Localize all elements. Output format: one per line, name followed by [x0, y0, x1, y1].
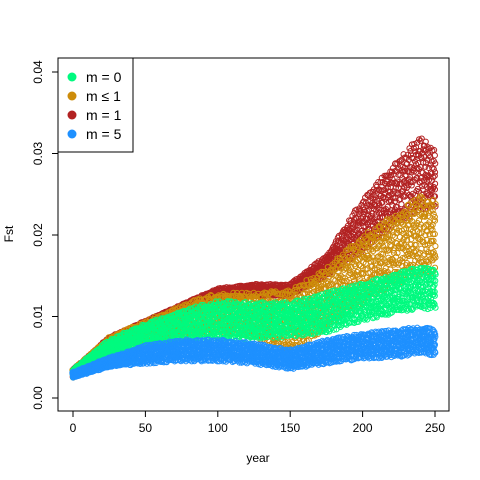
data-point: [408, 182, 415, 189]
data-point: [359, 199, 366, 206]
data-point: [397, 157, 404, 164]
data-point: [432, 243, 439, 250]
data-point: [390, 194, 397, 201]
series-layer: [69, 135, 439, 381]
data-point: [372, 211, 379, 218]
data-point: [430, 166, 437, 173]
data-point: [385, 198, 393, 205]
data-point: [371, 219, 379, 227]
data-point: [375, 179, 382, 186]
data-point: [398, 201, 405, 208]
data-point: [431, 180, 439, 187]
data-point: [391, 188, 398, 195]
data-point: [393, 181, 401, 188]
data-point: [394, 204, 401, 211]
data-point: [431, 152, 438, 159]
data-point: [351, 227, 358, 234]
